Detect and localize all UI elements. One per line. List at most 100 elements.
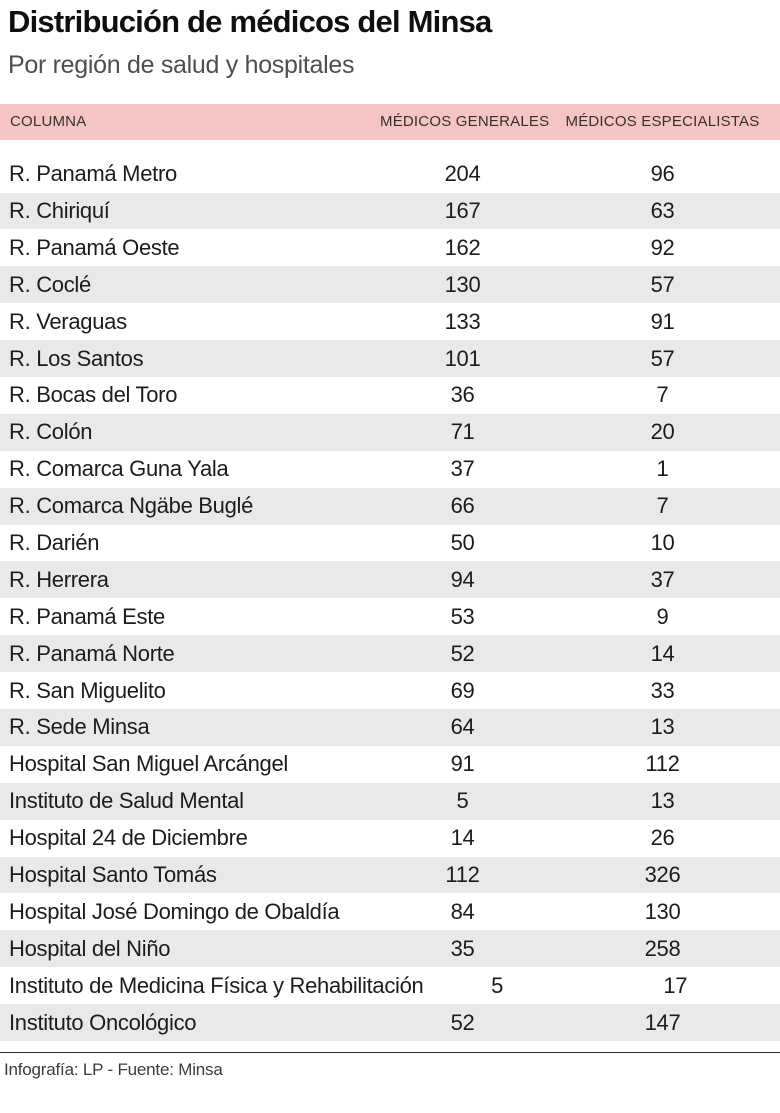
row-label: R. Colón <box>9 419 93 445</box>
table-row: R. Comarca Ngäbe Buglé 66 7 <box>0 487 780 525</box>
table-row: R. Herrera 94 37 <box>0 561 780 599</box>
row-label: R. Panamá Oeste <box>9 234 180 260</box>
row-value-especialistas: 33 <box>650 677 675 703</box>
row-value-generales: 101 <box>444 345 481 371</box>
table-row: R. San Miguelito 69 33 <box>0 672 780 709</box>
table-row: Hospital 24 de Diciembre 14 26 <box>0 820 780 857</box>
row-value-generales: 53 <box>450 603 475 629</box>
row-label: R. Panamá Norte <box>9 640 175 666</box>
row-value-generales: 5 <box>491 972 503 998</box>
row-value-generales: 36 <box>450 382 475 408</box>
table-row: R. Panamá Norte 52 14 <box>0 635 780 673</box>
row-value-especialistas: 7 <box>656 493 669 519</box>
row-value-especialistas: 13 <box>650 714 675 740</box>
table-row: Hospital San Miguel Arcángel 91 112 <box>0 746 780 783</box>
row-value-generales: 14 <box>450 825 475 851</box>
row-label: R. San Miguelito <box>9 677 166 703</box>
row-value-especialistas: 7 <box>656 382 669 408</box>
row-label: Instituto de Medicina Física y Rehabilit… <box>9 972 424 998</box>
table-row: R. Comarca Guna Yala 37 1 <box>0 451 780 488</box>
row-value-especialistas: 20 <box>650 419 675 445</box>
row-label: R. Panamá Este <box>9 603 165 629</box>
row-value-especialistas: 57 <box>650 345 675 371</box>
row-label: R. Panamá Metro <box>9 161 177 187</box>
row-value-especialistas: 9 <box>656 603 669 629</box>
row-value-generales: 91 <box>450 751 475 777</box>
row-value-especialistas: 91 <box>650 308 675 334</box>
row-label: R. Los Santos <box>9 345 144 371</box>
source-credit: Infografía: LP - Fuente: Minsa <box>4 1060 223 1080</box>
row-value-especialistas: 37 <box>650 566 675 592</box>
row-value-especialistas: 326 <box>644 862 681 887</box>
table-row: R. Panamá Metro 204 96 <box>0 156 780 193</box>
table-row: R. Sede Minsa 64 13 <box>0 709 780 746</box>
row-value-generales: 133 <box>444 308 481 334</box>
row-value-generales: 52 <box>450 1009 475 1035</box>
row-value-generales: 94 <box>450 566 475 592</box>
table-row: R. Los Santos 101 57 <box>0 340 780 377</box>
row-value-especialistas: 14 <box>650 640 675 666</box>
row-value-generales: 50 <box>450 529 475 555</box>
table-row: Instituto de Salud Mental 5 13 <box>0 782 780 820</box>
row-value-generales: 37 <box>450 456 475 482</box>
row-value-especialistas: 63 <box>650 197 675 223</box>
row-value-generales: 162 <box>444 234 481 260</box>
table-row: R. Veraguas 133 91 <box>0 303 780 340</box>
row-label: R. Herrera <box>9 566 109 592</box>
row-label: Hospital José Domingo de Obaldía <box>9 898 340 924</box>
row-value-generales: 204 <box>444 161 481 187</box>
table-header-row: COLUMNA MÉDICOS GENERALES MÉDICOS ESPECI… <box>0 103 780 140</box>
infographic-table: Distribución de médicos del Minsa Por re… <box>0 4 780 1080</box>
row-label: R. Chiriquí <box>9 197 110 223</box>
row-label: R. Comarca Guna Yala <box>9 456 229 482</box>
row-value-generales: 66 <box>450 493 475 519</box>
row-label: Instituto Oncológico <box>9 1009 197 1035</box>
table-row: R. Darién 50 10 <box>0 525 780 562</box>
row-value-generales: 52 <box>450 640 475 666</box>
page-subtitle: Por región de salud y hospitales <box>8 50 355 79</box>
row-value-especialistas: 1 <box>656 456 669 482</box>
table-row: Hospital del Niño 35 258 <box>0 930 780 968</box>
row-label: Hospital del Niño <box>9 935 171 961</box>
row-value-especialistas: 258 <box>644 935 681 961</box>
row-label: Hospital San Miguel Arcángel <box>9 751 288 777</box>
row-value-generales: 69 <box>450 677 475 703</box>
table-row: Hospital José Domingo de Obaldía 84 130 <box>0 893 780 930</box>
row-label: R. Bocas del Toro <box>9 382 178 408</box>
row-value-generales: 84 <box>450 898 475 924</box>
row-label: R. Comarca Ngäbe Buglé <box>9 493 254 519</box>
row-label: R. Sede Minsa <box>9 714 150 740</box>
row-value-especialistas: 57 <box>650 271 675 297</box>
row-value-especialistas: 10 <box>650 529 675 555</box>
row-value-generales: 5 <box>456 788 469 814</box>
row-value-generales: 130 <box>444 271 481 297</box>
table-body: R. Panamá Metro 204 96 R. Chiriquí 167 6… <box>0 156 780 1042</box>
table-row: R. Bocas del Toro 36 7 <box>0 377 780 414</box>
table-row: R. Panamá Este 53 9 <box>0 598 780 635</box>
row-label: R. Darién <box>9 529 100 555</box>
row-value-especialistas: 13 <box>650 788 675 814</box>
column-header-medicos-generales: MÉDICOS GENERALES <box>380 113 550 131</box>
column-header-medicos-especialistas: MÉDICOS ESPECIALISTAS <box>565 113 760 131</box>
row-label: Hospital 24 de Diciembre <box>9 825 248 851</box>
row-value-especialistas: 17 <box>663 972 688 998</box>
row-label: R. Coclé <box>9 271 91 297</box>
row-value-generales: 35 <box>450 935 475 961</box>
row-value-especialistas: 112 <box>645 751 680 777</box>
table-row: R. Chiriquí 167 63 <box>0 192 780 230</box>
row-value-especialistas: 26 <box>650 825 675 851</box>
row-value-generales: 167 <box>444 197 481 223</box>
column-header-columna: COLUMNA <box>10 113 87 131</box>
page-title: Distribución de médicos del Minsa <box>8 4 492 39</box>
row-value-especialistas: 130 <box>644 898 681 924</box>
row-value-especialistas: 92 <box>650 234 675 260</box>
table-row: Hospital Santo Tomás 112 326 <box>0 856 780 894</box>
row-value-generales: 71 <box>450 419 475 445</box>
row-label: Hospital Santo Tomás <box>9 862 217 887</box>
row-value-especialistas: 147 <box>644 1009 681 1035</box>
row-label: R. Veraguas <box>9 308 127 334</box>
table-row: R. Panamá Oeste 162 92 <box>0 229 780 266</box>
footer: Infografía: LP - Fuente: Minsa <box>0 1052 780 1080</box>
table-row: R. Coclé 130 57 <box>0 266 780 304</box>
row-value-generales: 112 <box>445 862 480 887</box>
